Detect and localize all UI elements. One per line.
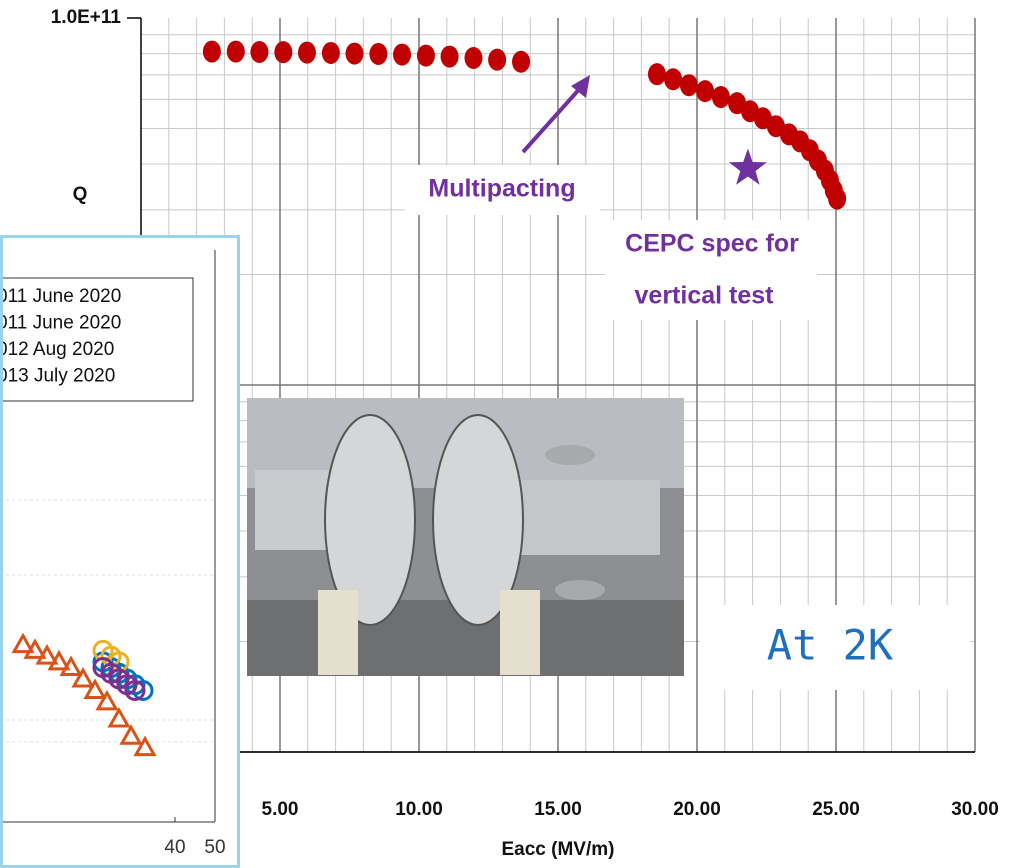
data-point xyxy=(346,43,364,65)
legend-label: 011 June 2020 xyxy=(0,286,121,307)
data-point xyxy=(680,74,698,96)
data-point xyxy=(369,43,387,65)
y-axis-label: Q xyxy=(73,184,88,205)
x-tick-label: 10.00 xyxy=(395,799,443,820)
x-tick-label: 20.00 xyxy=(673,799,721,820)
data-point xyxy=(393,44,411,66)
annotation: CEPC spec for xyxy=(625,230,799,258)
data-point xyxy=(648,63,666,85)
data-point xyxy=(664,68,682,90)
inset: 40 50 011 June 2020 011 June 2020 012 Aug 20… xyxy=(0,235,240,868)
spec-star xyxy=(729,149,767,185)
legend-label: 011 June 2020 xyxy=(0,313,121,334)
data-point xyxy=(488,49,506,71)
annotation: Multipacting xyxy=(428,175,575,203)
x-tick-label: 5.00 xyxy=(262,799,299,820)
data-point xyxy=(250,41,268,63)
x-tick-label: 30.00 xyxy=(951,799,999,820)
annotation: vertical test xyxy=(635,282,775,310)
y-tick-label: 1.0E+11 xyxy=(51,7,122,28)
data-point xyxy=(512,51,530,73)
data-point xyxy=(227,41,245,63)
annotation: At 2K xyxy=(767,621,894,670)
data-point xyxy=(203,41,221,63)
x-tick-label: 50 xyxy=(204,837,225,858)
x-axis-label: Eacc (MV/m) xyxy=(502,839,615,860)
data-point xyxy=(298,42,316,64)
x-tick-label: 15.00 xyxy=(534,799,582,820)
data-point xyxy=(828,188,846,210)
photo xyxy=(247,398,684,676)
legend-label: 012 Aug 2020 xyxy=(0,339,114,360)
data-point xyxy=(322,42,340,64)
x-tick-label: 40 xyxy=(164,837,185,858)
data-point xyxy=(712,86,730,108)
data-point xyxy=(417,45,435,67)
data-point xyxy=(274,41,292,63)
x-tick-label: 25.00 xyxy=(812,799,860,820)
data-point xyxy=(441,46,459,68)
data-point xyxy=(464,47,482,69)
data-point xyxy=(696,80,714,102)
arrow xyxy=(523,85,583,152)
figure: 5.00 10.00 15.00 20.00 25.00 30.00 1.0E+11 Q E… xyxy=(0,0,1028,868)
legend-label: 013 July 2020 xyxy=(0,366,115,387)
